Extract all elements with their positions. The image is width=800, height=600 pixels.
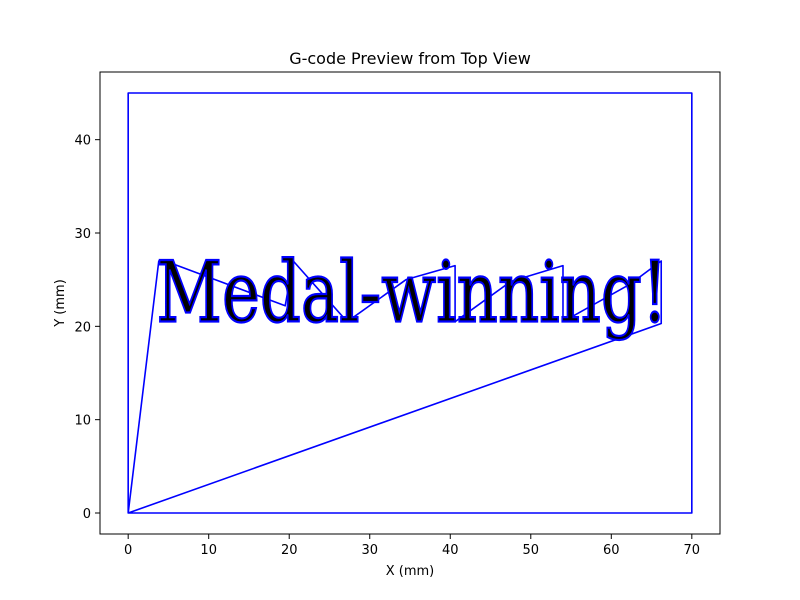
plot-area: [127, 92, 693, 514]
x-tick-label: 0: [124, 543, 132, 558]
x-tick-label: 30: [361, 543, 378, 558]
x-axis-ticks: 0 10 20 30 40 50 60 70: [124, 534, 700, 558]
x-tick-label: 50: [523, 543, 540, 558]
chart-title: G-code Preview from Top View: [289, 49, 531, 68]
engraved-text-layer: Medal-winning!: [155, 243, 668, 343]
x-tick-label: 20: [281, 543, 298, 558]
y-tick-label: 30: [74, 227, 91, 242]
y-tick-label: 10: [74, 414, 91, 429]
x-tick-label: 70: [684, 543, 701, 558]
engraved-text: Medal-winning!: [156, 244, 667, 342]
y-tick-label: 0: [83, 507, 91, 522]
y-tick-label: 40: [74, 134, 91, 149]
x-axis-label: X (mm): [386, 564, 435, 579]
x-tick-label: 40: [442, 543, 459, 558]
y-axis-label: Y (mm): [53, 279, 68, 328]
x-tick-label: 60: [603, 543, 620, 558]
x-tick-label: 10: [200, 543, 217, 558]
y-tick-label: 20: [74, 320, 91, 335]
toolpath-line: [127, 92, 693, 514]
y-axis-ticks: 0 10 20 30 40: [74, 134, 100, 522]
axes-frame: [99, 71, 721, 535]
